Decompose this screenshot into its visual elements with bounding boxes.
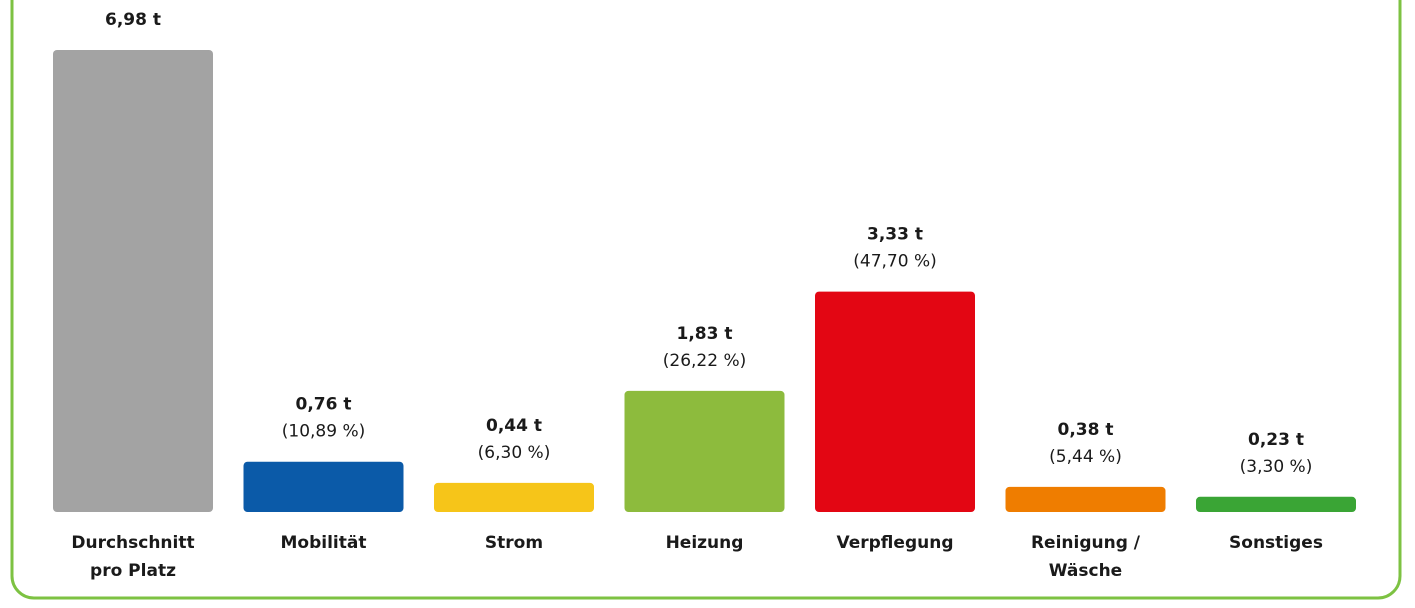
category-label: Wäsche [1049, 561, 1122, 581]
bar [815, 291, 975, 512]
share-label: (3,30 %) [1240, 457, 1313, 477]
category-label: Mobilität [281, 533, 367, 553]
share-label: (6,30 %) [478, 443, 551, 463]
value-label: 0,38 t [1058, 420, 1114, 440]
value-label: 3,33 t [867, 225, 923, 245]
bar [53, 50, 213, 512]
share-label: (10,89 %) [282, 422, 366, 442]
share-label: (47,70 %) [853, 252, 937, 272]
bar [1005, 486, 1166, 512]
value-label: 0,23 t [1248, 430, 1304, 450]
value-label: 1,83 t [677, 324, 733, 344]
share-label: (26,22 %) [663, 351, 747, 371]
bar [1196, 496, 1356, 512]
value-label: 0,44 t [486, 416, 542, 436]
frame [10, 0, 1402, 600]
category-label: Reinigung / [1031, 533, 1141, 553]
category-label: Verpflegung [837, 533, 954, 553]
category-label: Durchschnitt [71, 533, 194, 553]
value-label: 0,76 t [296, 395, 352, 415]
bar [434, 482, 594, 512]
category-label: Sonstiges [1229, 533, 1323, 553]
category-label: Heizung [666, 533, 744, 553]
category-label: Strom [485, 533, 543, 553]
value-label: 6,98 t [105, 10, 161, 30]
bar [624, 390, 785, 512]
share-label: (5,44 %) [1049, 447, 1122, 467]
category-label: pro Platz [90, 561, 176, 581]
bar [243, 461, 404, 512]
